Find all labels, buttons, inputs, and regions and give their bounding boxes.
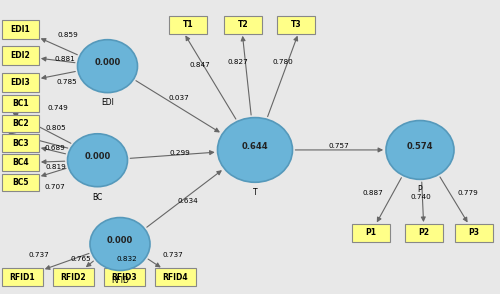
FancyBboxPatch shape [2,154,39,171]
Text: 0.737: 0.737 [162,252,183,258]
FancyBboxPatch shape [277,16,315,34]
Text: T3: T3 [290,20,302,29]
Text: 0.574: 0.574 [407,142,433,151]
Text: 0.037: 0.037 [168,96,190,101]
FancyBboxPatch shape [2,115,39,132]
Text: 0.780: 0.780 [272,59,293,65]
Text: RFID4: RFID4 [162,273,188,282]
Text: 0.299: 0.299 [170,151,190,156]
FancyBboxPatch shape [53,268,94,286]
Text: BC4: BC4 [12,158,29,167]
FancyBboxPatch shape [2,73,39,92]
Text: 0.819: 0.819 [46,164,66,170]
Text: 0.765: 0.765 [70,256,92,262]
Ellipse shape [218,118,292,182]
Text: BC1: BC1 [12,99,29,108]
Text: P: P [418,185,422,194]
FancyBboxPatch shape [2,134,39,152]
Ellipse shape [78,40,138,93]
Ellipse shape [386,121,454,179]
FancyBboxPatch shape [169,16,207,34]
Text: 0.827: 0.827 [228,59,248,65]
Text: 0.737: 0.737 [28,252,50,258]
Text: 0.847: 0.847 [190,62,210,68]
FancyBboxPatch shape [155,268,196,286]
FancyBboxPatch shape [2,20,39,39]
Text: 0.881: 0.881 [54,56,76,62]
Text: 0.000: 0.000 [107,236,133,245]
Text: BC2: BC2 [12,119,29,128]
Text: 0.805: 0.805 [46,125,66,131]
Text: RFID3: RFID3 [112,273,138,282]
Text: P2: P2 [418,228,430,238]
FancyBboxPatch shape [2,174,39,191]
FancyBboxPatch shape [2,268,43,286]
Text: BC3: BC3 [12,138,29,148]
FancyBboxPatch shape [352,224,390,242]
Text: P3: P3 [468,228,479,238]
Ellipse shape [68,134,128,187]
Text: BC: BC [92,193,102,202]
Text: RFID: RFID [111,276,129,285]
Text: 0.644: 0.644 [242,142,268,151]
Text: 0.000: 0.000 [94,58,120,67]
Text: 0.779: 0.779 [457,190,478,196]
FancyBboxPatch shape [455,224,493,242]
FancyBboxPatch shape [405,224,443,242]
Text: 0.707: 0.707 [44,184,66,190]
Text: P1: P1 [366,228,376,238]
Text: 0.859: 0.859 [57,32,78,38]
Text: 0.740: 0.740 [410,194,432,200]
Text: 0.689: 0.689 [44,145,66,151]
Text: RFID1: RFID1 [10,273,36,282]
FancyBboxPatch shape [104,268,145,286]
Text: RFID2: RFID2 [60,273,86,282]
Text: EDI3: EDI3 [10,78,30,87]
Text: EDI2: EDI2 [10,51,30,60]
FancyBboxPatch shape [2,95,39,112]
Text: 0.832: 0.832 [116,256,137,262]
Text: 0.757: 0.757 [328,143,349,148]
FancyBboxPatch shape [2,46,39,65]
Text: BC5: BC5 [12,178,29,187]
Text: T1: T1 [182,20,194,29]
Text: 0.000: 0.000 [84,152,110,161]
Text: T2: T2 [238,20,248,29]
Text: T: T [252,188,258,197]
Text: 0.785: 0.785 [56,79,77,85]
Text: 0.887: 0.887 [362,190,383,196]
Ellipse shape [90,218,150,270]
Text: 0.634: 0.634 [177,198,198,203]
FancyBboxPatch shape [224,16,262,34]
Text: 0.749: 0.749 [47,105,68,111]
Text: EDI: EDI [101,98,114,108]
Text: EDI1: EDI1 [10,25,30,34]
